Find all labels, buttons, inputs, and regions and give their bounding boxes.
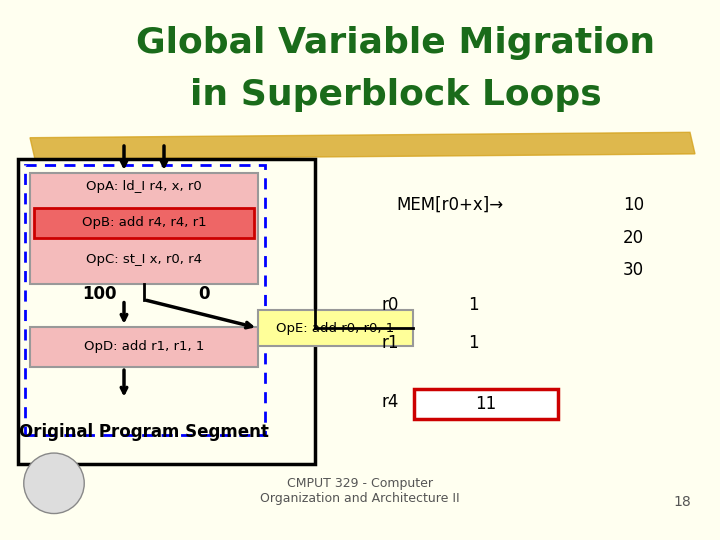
Text: 10: 10 (623, 196, 644, 214)
Text: 100: 100 (82, 285, 116, 303)
Text: OpB: add r4, r4, r1: OpB: add r4, r4, r1 (81, 216, 207, 229)
Bar (30, 327, 258, 367)
Text: 1: 1 (468, 334, 479, 352)
Text: MEM[r0+x]→: MEM[r0+x]→ (396, 196, 503, 214)
Bar (414, 389, 558, 419)
Text: r1: r1 (382, 334, 399, 352)
Text: Global Variable Migration: Global Variable Migration (136, 26, 656, 60)
Text: 18: 18 (673, 495, 691, 509)
Text: Original Program Segment: Original Program Segment (19, 423, 269, 441)
Text: OpA: ld_I r4, x, r0: OpA: ld_I r4, x, r0 (86, 180, 202, 193)
Bar (34, 208, 254, 238)
Text: r0: r0 (382, 296, 399, 314)
Text: 20: 20 (623, 228, 644, 247)
Text: in Superblock Loops: in Superblock Loops (190, 78, 602, 111)
Bar (30, 173, 258, 284)
Text: OpD: add r1, r1, 1: OpD: add r1, r1, 1 (84, 340, 204, 353)
Bar (258, 310, 413, 346)
Bar (18, 159, 315, 464)
Text: 1: 1 (468, 296, 479, 314)
Text: 30: 30 (623, 261, 644, 279)
Text: CMPUT 329 - Computer
Organization and Architecture II: CMPUT 329 - Computer Organization and Ar… (260, 477, 460, 505)
Circle shape (24, 453, 84, 514)
Text: 11: 11 (475, 395, 497, 413)
Text: OpE: add r0, r0, 1: OpE: add r0, r0, 1 (276, 321, 395, 335)
Text: OpC: st_I x, r0, r4: OpC: st_I x, r0, r4 (86, 253, 202, 266)
Polygon shape (30, 132, 695, 159)
Text: 0: 0 (198, 285, 210, 303)
Bar (25, 165, 265, 435)
Text: r4: r4 (382, 393, 399, 411)
